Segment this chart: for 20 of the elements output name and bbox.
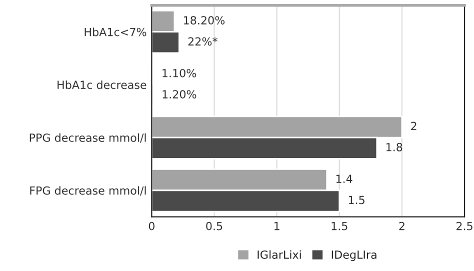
x-tick-label: 2.5 xyxy=(456,222,472,230)
x-tick-label: 1 xyxy=(274,222,280,230)
y-tick-label: HbA1c<7% xyxy=(84,28,146,36)
y-tick-label: HbA1c decrease xyxy=(58,80,146,90)
x-tick-label: 2 xyxy=(399,222,404,230)
legend-label: IGlarLixi xyxy=(258,250,301,259)
x-tick-label: 0.5 xyxy=(206,222,222,230)
data-label: 18.20% xyxy=(184,16,225,24)
y-tick-label: FPG decrease mmol/l xyxy=(30,186,146,196)
x-tick-label: 1.5 xyxy=(332,222,348,230)
x-tick-label: 0 xyxy=(148,222,154,230)
data-label: 2 xyxy=(411,122,416,130)
data-label: 1.5 xyxy=(348,196,364,204)
data-label: 1.20% xyxy=(162,90,196,98)
data-label: 1.10% xyxy=(162,68,196,78)
data-label: 1.8 xyxy=(386,142,402,152)
data-label: 22%* xyxy=(188,37,218,46)
legend-label: IDegLIra xyxy=(332,250,376,261)
y-tick-label: PPG decrease mmol/l xyxy=(30,133,146,143)
data-label: 1.4 xyxy=(336,174,352,183)
